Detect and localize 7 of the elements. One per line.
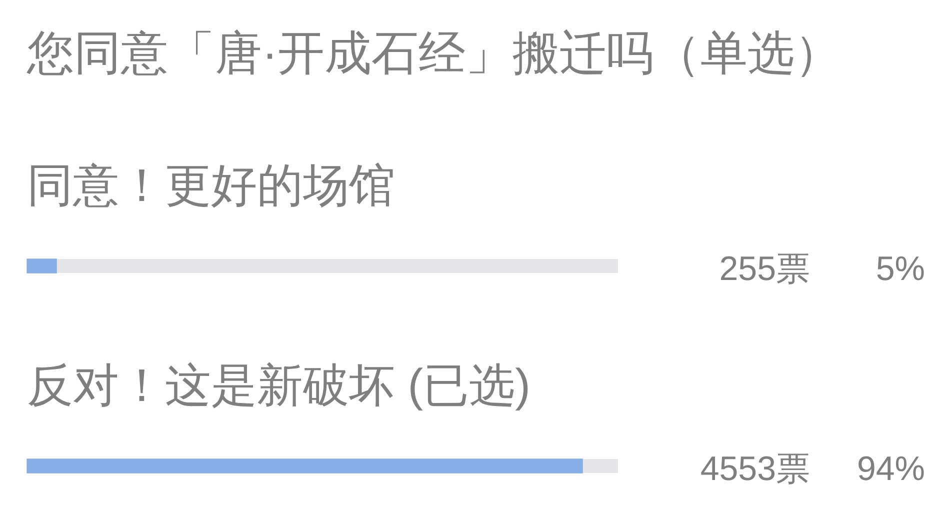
text: 255票 — [719, 250, 810, 288]
y-tick-label: 反对！这是新破坏 (已选) — [27, 359, 530, 411]
data-label: 94% — [856, 450, 925, 488]
text: 4553票 — [700, 450, 810, 488]
data-label: 5% — [876, 250, 925, 288]
y-tick-label: 同意！更好的场馆 — [27, 159, 395, 211]
chart-title: 您同意「唐·开成石经」搬迁吗（单选） — [26, 26, 842, 79]
